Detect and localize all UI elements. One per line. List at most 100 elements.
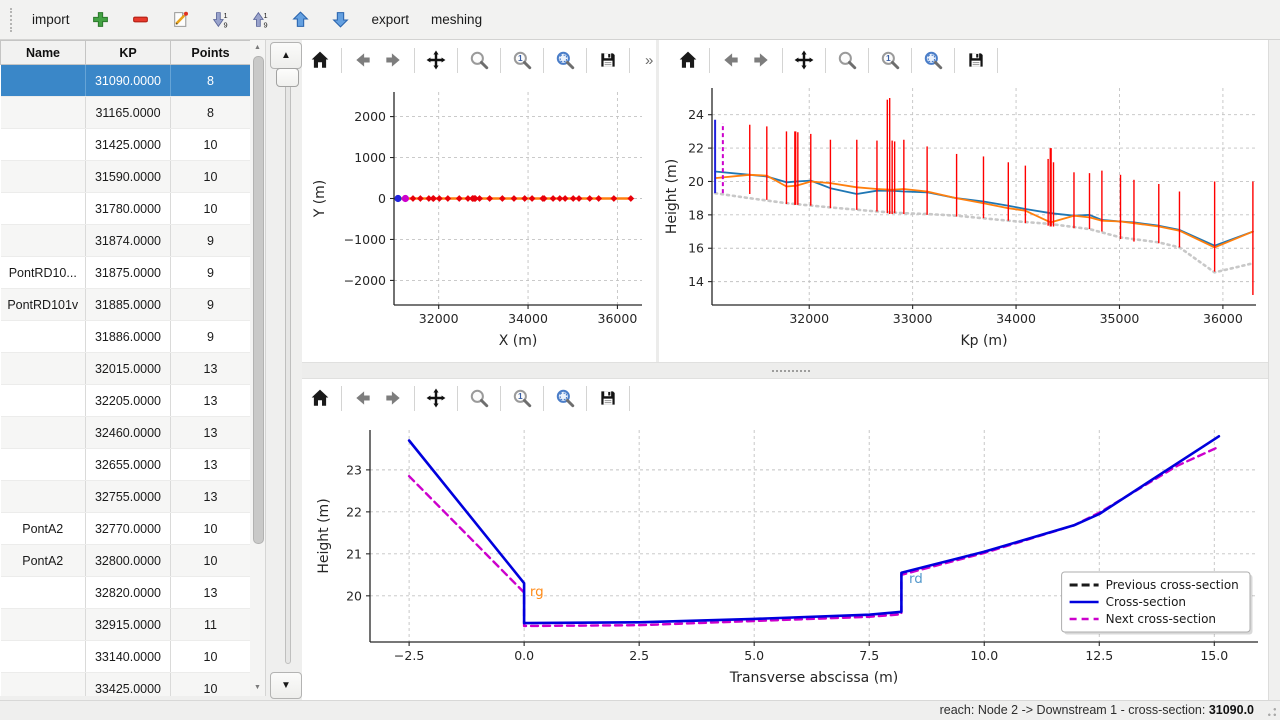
- points-cell[interactable]: 13: [170, 448, 250, 481]
- name-cell[interactable]: [0, 352, 86, 385]
- save-button[interactable]: [962, 46, 990, 74]
- points-cell[interactable]: 9: [170, 256, 250, 289]
- name-cell[interactable]: [0, 96, 86, 129]
- table-row[interactable]: 33425.0000 10: [0, 672, 250, 696]
- kp-cell[interactable]: 31425.0000: [85, 128, 171, 161]
- table-row[interactable]: 32915.0000 11: [0, 608, 250, 641]
- zoom-one-button[interactable]: 1: [508, 384, 536, 412]
- kp-cell[interactable]: 32460.0000: [85, 416, 171, 449]
- table-row[interactable]: 32755.0000 13: [0, 480, 250, 513]
- zoom-fit-button[interactable]: [919, 46, 947, 74]
- toolbar-overflow-button[interactable]: »: [645, 51, 654, 69]
- kp-cell[interactable]: 32820.0000: [85, 576, 171, 609]
- name-cell[interactable]: [0, 160, 86, 193]
- move-up-button[interactable]: [288, 7, 314, 33]
- table-row[interactable]: 32460.0000 13: [0, 416, 250, 449]
- kp-cell[interactable]: 31886.0000: [85, 320, 171, 353]
- name-cell[interactable]: PontRD101v: [0, 288, 86, 321]
- table-row[interactable]: PontA2 32770.0000 10: [0, 512, 250, 545]
- kp-cell[interactable]: 32755.0000: [85, 480, 171, 513]
- table-scrollbar[interactable]: ▲ ▼: [250, 40, 266, 696]
- previous-section-button[interactable]: ▲: [270, 42, 302, 69]
- remove-cross-section-button[interactable]: [128, 7, 154, 33]
- horizontal-splitter[interactable]: [302, 362, 1280, 379]
- edit-cross-section-button[interactable]: [168, 7, 194, 33]
- kp-cell[interactable]: 33425.0000: [85, 672, 171, 696]
- points-cell[interactable]: 11: [170, 608, 250, 641]
- save-button[interactable]: [594, 46, 622, 74]
- points-cell[interactable]: 10: [170, 512, 250, 545]
- home-button[interactable]: [306, 384, 334, 412]
- kp-cell[interactable]: 31590.0000: [85, 160, 171, 193]
- move-down-button[interactable]: [328, 7, 354, 33]
- name-cell[interactable]: [0, 640, 86, 673]
- kp-cell[interactable]: 31875.0000: [85, 256, 171, 289]
- name-cell[interactable]: [0, 384, 86, 417]
- table-row[interactable]: 31874.0000 9: [0, 224, 250, 257]
- column-header-name[interactable]: Name: [0, 40, 86, 65]
- home-button[interactable]: [306, 46, 334, 74]
- back-button[interactable]: [349, 384, 377, 412]
- table-row[interactable]: PontA2 32800.0000 10: [0, 544, 250, 577]
- column-header-points[interactable]: Points: [170, 40, 250, 65]
- section-slider-handle[interactable]: [276, 68, 299, 87]
- kp-cell[interactable]: 31780.0000: [85, 192, 171, 225]
- zoom-fit-button[interactable]: [551, 46, 579, 74]
- home-button[interactable]: [674, 46, 702, 74]
- forward-button[interactable]: [379, 384, 407, 412]
- name-cell[interactable]: [0, 448, 86, 481]
- name-cell[interactable]: [0, 192, 86, 225]
- name-cell[interactable]: PontRD10...: [0, 256, 86, 289]
- scrollbar-up-arrow[interactable]: ▲: [254, 44, 261, 51]
- kp-cell[interactable]: 33140.0000: [85, 640, 171, 673]
- forward-button[interactable]: [379, 46, 407, 74]
- table-row[interactable]: 31886.0000 9: [0, 320, 250, 353]
- name-cell[interactable]: [0, 64, 86, 97]
- kp-cell[interactable]: 32770.0000: [85, 512, 171, 545]
- cross-section-plot-canvas[interactable]: −2.5 0.0 2.5 5.0 7.5 10.0 12.5 15.0 20 21 22 23 Tran…: [302, 414, 1268, 700]
- table-row[interactable]: 32015.0000 13: [0, 352, 250, 385]
- meshing-button[interactable]: meshing: [431, 12, 483, 27]
- save-button[interactable]: [594, 384, 622, 412]
- points-cell[interactable]: 10: [170, 672, 250, 696]
- name-cell[interactable]: [0, 224, 86, 257]
- table-row[interactable]: PontRD101v 31885.0000 9: [0, 288, 250, 321]
- zoom-button[interactable]: [465, 384, 493, 412]
- table-row[interactable]: 31590.0000 10: [0, 160, 250, 193]
- zoom-one-button[interactable]: 1: [876, 46, 904, 74]
- points-cell[interactable]: 8: [170, 64, 250, 97]
- scrollbar-down-arrow[interactable]: ▼: [254, 684, 261, 691]
- name-cell[interactable]: PontA2: [0, 512, 86, 545]
- next-section-button[interactable]: ▼: [270, 672, 302, 699]
- points-cell[interactable]: 10: [170, 160, 250, 193]
- toolbar-drag-handle[interactable]: [10, 7, 12, 32]
- table-row[interactable]: 31165.0000 8: [0, 96, 250, 129]
- add-cross-section-button[interactable]: [88, 7, 114, 33]
- name-cell[interactable]: [0, 672, 86, 696]
- forward-button[interactable]: [747, 46, 775, 74]
- export-button[interactable]: export: [371, 12, 410, 27]
- pan-button[interactable]: [790, 46, 818, 74]
- table-row[interactable]: 32205.0000 13: [0, 384, 250, 417]
- back-button[interactable]: [349, 46, 377, 74]
- points-cell[interactable]: 9: [170, 224, 250, 257]
- kp-cell[interactable]: 31885.0000: [85, 288, 171, 321]
- zoom-one-button[interactable]: 1: [508, 46, 536, 74]
- pan-button[interactable]: [422, 46, 450, 74]
- table-row[interactable]: 31425.0000 10: [0, 128, 250, 161]
- resize-grip-icon[interactable]: [1266, 706, 1277, 717]
- name-cell[interactable]: [0, 576, 86, 609]
- kp-cell[interactable]: 32205.0000: [85, 384, 171, 417]
- table-row[interactable]: 32820.0000 13: [0, 576, 250, 609]
- kp-cell[interactable]: 32655.0000: [85, 448, 171, 481]
- column-header-kp[interactable]: KP: [85, 40, 171, 65]
- kp-cell[interactable]: 31090.0000: [85, 64, 171, 97]
- table-row[interactable]: 31090.0000 8: [0, 64, 250, 97]
- name-cell[interactable]: [0, 320, 86, 353]
- kp-cell[interactable]: 32800.0000: [85, 544, 171, 577]
- points-cell[interactable]: 13: [170, 480, 250, 513]
- points-cell[interactable]: 10: [170, 192, 250, 225]
- kp-cell[interactable]: 32915.0000: [85, 608, 171, 641]
- name-cell[interactable]: [0, 128, 86, 161]
